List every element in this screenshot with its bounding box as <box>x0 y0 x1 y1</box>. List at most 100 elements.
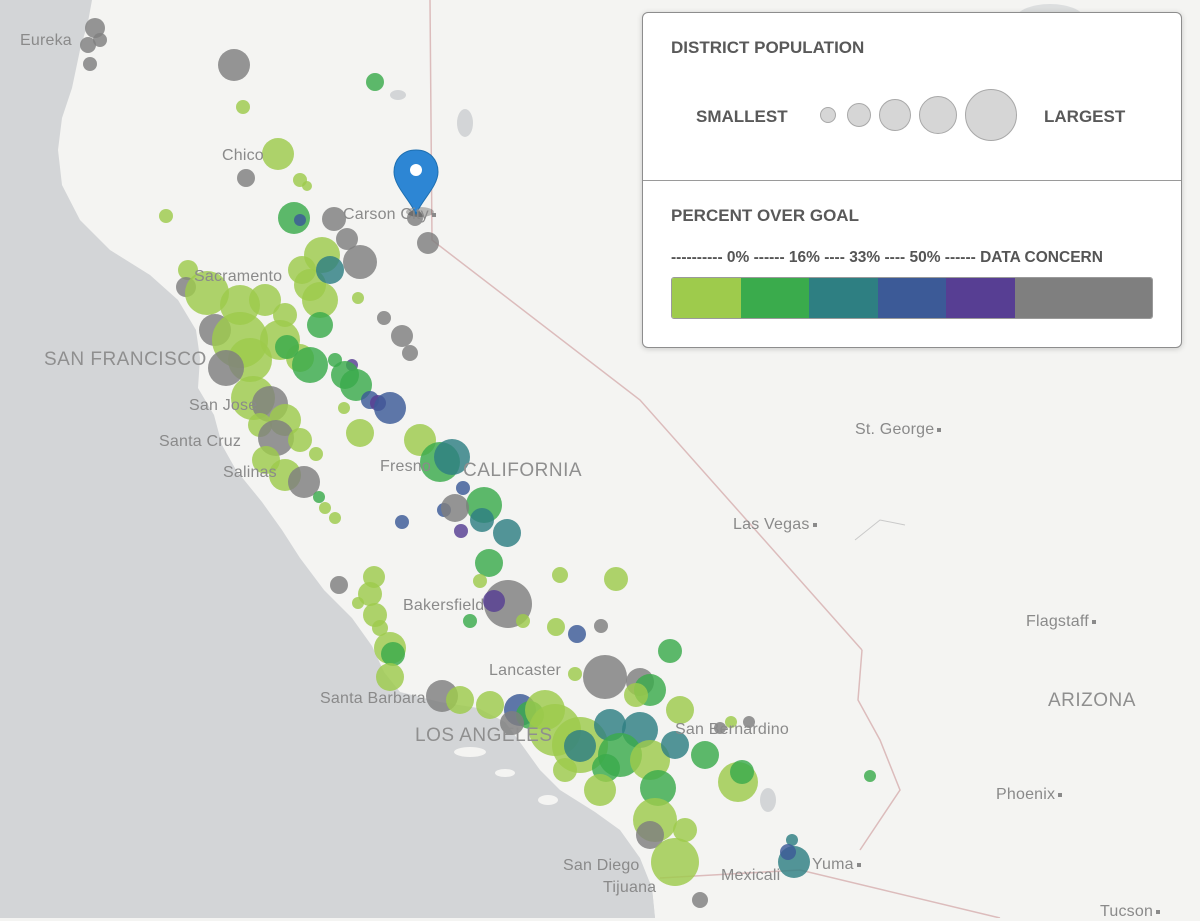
district-bubble[interactable] <box>493 519 521 547</box>
district-bubble[interactable] <box>483 590 505 612</box>
district-bubble[interactable] <box>316 256 344 284</box>
district-bubble[interactable] <box>454 524 468 538</box>
district-bubble[interactable] <box>407 210 423 226</box>
district-bubble[interactable] <box>786 834 798 846</box>
district-bubble[interactable] <box>446 686 474 714</box>
state-border <box>857 649 901 851</box>
population-legend-title: DISTRICT POPULATION <box>671 38 865 57</box>
district-bubble[interactable] <box>583 655 627 699</box>
district-bubble[interactable] <box>185 271 229 315</box>
district-bubble[interactable] <box>658 639 682 663</box>
district-bubble[interactable] <box>302 282 338 318</box>
state-label-arizona: ARIZONA <box>1048 690 1136 711</box>
district-bubble[interactable] <box>725 716 737 728</box>
map-pin-icon[interactable] <box>393 149 439 217</box>
district-bubble[interactable] <box>302 181 312 191</box>
district-bubble[interactable] <box>780 844 796 860</box>
district-bubble[interactable] <box>352 292 364 304</box>
district-bubble[interactable] <box>372 620 388 636</box>
district-bubble[interactable] <box>288 466 320 498</box>
district-bubble[interactable] <box>391 325 413 347</box>
district-bubble[interactable] <box>516 614 530 628</box>
district-bubble[interactable] <box>395 515 409 529</box>
district-bubble[interactable] <box>691 741 719 769</box>
district-bubble[interactable] <box>340 369 372 401</box>
district-bubble[interactable] <box>636 821 664 849</box>
district-bubble[interactable] <box>402 345 418 361</box>
district-bubble[interactable] <box>630 740 670 780</box>
district-bubble[interactable] <box>417 232 439 254</box>
district-bubble[interactable] <box>249 284 281 316</box>
district-bubble[interactable] <box>376 663 404 691</box>
district-bubble[interactable] <box>666 696 694 724</box>
district-bubble[interactable] <box>568 625 586 643</box>
district-bubble[interactable] <box>309 447 323 461</box>
district-bubble[interactable] <box>547 618 565 636</box>
district-bubble[interactable] <box>584 774 616 806</box>
district-bubble[interactable] <box>692 892 708 908</box>
district-bubble[interactable] <box>381 642 405 666</box>
district-bubble[interactable] <box>288 256 316 284</box>
district-bubble[interactable] <box>473 574 487 588</box>
size-dot-1 <box>820 107 836 123</box>
district-bubble[interactable] <box>288 428 312 452</box>
size-dot-2 <box>847 103 871 127</box>
district-bubble[interactable] <box>377 311 391 325</box>
district-bubble[interactable] <box>552 567 568 583</box>
district-bubble[interactable] <box>278 202 310 234</box>
district-bubble[interactable] <box>343 245 377 279</box>
district-bubble[interactable] <box>208 350 244 386</box>
district-bubble[interactable] <box>434 439 470 475</box>
district-bubble[interactable] <box>236 100 250 114</box>
size-dot-4 <box>919 96 957 134</box>
district-bubble[interactable] <box>594 619 608 633</box>
district-bubble[interactable] <box>262 138 294 170</box>
district-bubble[interactable] <box>338 402 350 414</box>
district-bubble[interactable] <box>292 347 328 383</box>
district-bubble[interactable] <box>673 818 697 842</box>
district-bubble[interactable] <box>463 614 477 628</box>
district-bubble[interactable] <box>329 512 341 524</box>
district-bubble[interactable] <box>83 57 97 71</box>
district-bubble[interactable] <box>307 312 333 338</box>
district-bubble[interactable] <box>594 709 626 741</box>
district-bubble[interactable] <box>294 214 306 226</box>
district-bubble[interactable] <box>651 838 699 886</box>
district-bubble[interactable] <box>661 731 689 759</box>
district-bubble[interactable] <box>319 502 331 514</box>
district-bubble[interactable] <box>500 711 524 735</box>
district-bubble[interactable] <box>476 691 504 719</box>
district-bubble[interactable] <box>178 260 198 280</box>
district-bubble[interactable] <box>456 481 470 495</box>
district-bubble[interactable] <box>470 508 494 532</box>
district-bubble[interactable] <box>336 228 358 250</box>
city-label-bakersfield: Bakersfield <box>403 597 485 614</box>
district-bubble[interactable] <box>743 716 755 728</box>
district-bubble[interactable] <box>218 49 250 81</box>
district-bubble[interactable] <box>640 770 676 806</box>
district-bubble[interactable] <box>159 209 173 223</box>
district-bubble[interactable] <box>714 722 726 734</box>
district-bubble[interactable] <box>604 567 628 591</box>
district-bubble[interactable] <box>475 549 503 577</box>
district-bubble[interactable] <box>322 207 346 231</box>
district-bubble[interactable] <box>864 770 876 782</box>
district-bubble[interactable] <box>624 683 648 707</box>
district-bubble[interactable] <box>358 582 382 606</box>
district-bubble[interactable] <box>366 73 384 91</box>
district-bubble[interactable] <box>93 33 107 47</box>
district-bubble[interactable] <box>346 419 374 447</box>
district-bubble[interactable] <box>730 760 754 784</box>
district-bubble[interactable] <box>275 335 299 359</box>
district-bubble[interactable] <box>553 758 577 782</box>
district-bubble[interactable] <box>441 494 469 522</box>
district-bubble[interactable] <box>564 730 596 762</box>
district-bubble[interactable] <box>568 667 582 681</box>
city-label-yuma: Yuma <box>812 856 861 874</box>
district-bubble[interactable] <box>352 597 364 609</box>
district-bubble[interactable] <box>374 392 406 424</box>
district-bubble[interactable] <box>313 491 325 503</box>
district-bubble[interactable] <box>330 576 348 594</box>
district-bubble[interactable] <box>80 37 96 53</box>
district-bubble[interactable] <box>237 169 255 187</box>
